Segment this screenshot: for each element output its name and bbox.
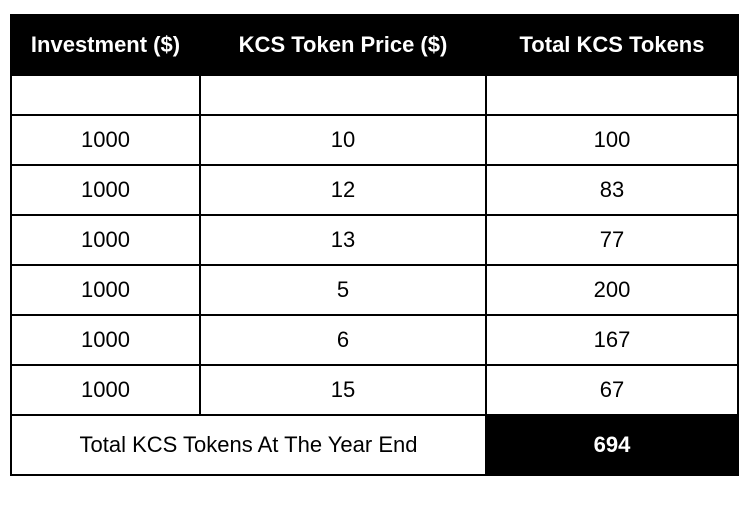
header-token-price: KCS Token Price ($) [199,14,487,76]
empty-row [10,74,739,116]
table-row: 1000 5 200 [10,264,739,316]
total-tokens-cell: 67 [485,364,739,416]
total-tokens-cell: 200 [485,264,739,316]
total-row: Total KCS Tokens At The Year End 694 [10,414,739,476]
token-price-cell: 10 [199,114,487,166]
investment-cell: 1000 [10,214,201,266]
investment-cell: 1000 [10,364,201,416]
investment-cell: 1000 [10,314,201,366]
total-tokens-cell: 167 [485,314,739,366]
header-row: Investment ($) KCS Token Price ($) Total… [10,14,739,76]
empty-cell [485,74,739,116]
total-tokens-cell: 77 [485,214,739,266]
table-row: 1000 15 67 [10,364,739,416]
investment-cell: 1000 [10,164,201,216]
empty-cell [199,74,487,116]
token-price-cell: 13 [199,214,487,266]
investment-cell: 1000 [10,264,201,316]
table-row: 1000 12 83 [10,164,739,216]
token-price-cell: 5 [199,264,487,316]
investment-cell: 1000 [10,114,201,166]
token-price-cell: 15 [199,364,487,416]
kcs-token-table-container: Investment ($) KCS Token Price ($) Total… [10,14,739,476]
table-row: 1000 13 77 [10,214,739,266]
token-price-cell: 12 [199,164,487,216]
header-total-tokens: Total KCS Tokens [485,14,739,76]
total-value: 694 [485,414,739,476]
total-tokens-cell: 83 [485,164,739,216]
header-investment: Investment ($) [10,14,201,76]
total-tokens-cell: 100 [485,114,739,166]
empty-cell [10,74,201,116]
token-price-cell: 6 [199,314,487,366]
table-row: 1000 6 167 [10,314,739,366]
kcs-token-table: Investment ($) KCS Token Price ($) Total… [10,14,739,476]
total-label: Total KCS Tokens At The Year End [10,414,487,476]
table-row: 1000 10 100 [10,114,739,166]
